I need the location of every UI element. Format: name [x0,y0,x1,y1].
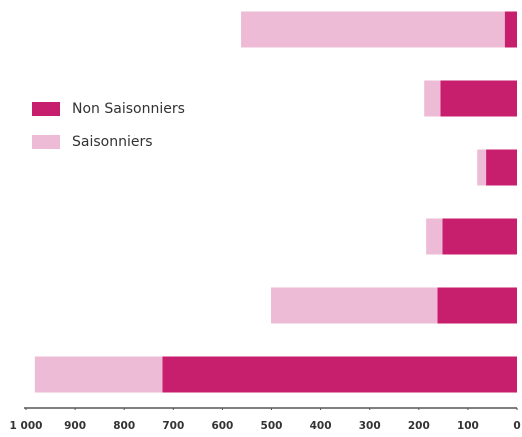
x-tick-label: 800 [113,420,135,432]
bar-segment [504,11,517,48]
bar-segment [271,287,438,324]
bar-segment [477,149,487,186]
x-tick-label: 400 [310,420,332,432]
bar-segment [34,356,163,393]
bar-segment [442,218,517,255]
bar-segment [426,218,443,255]
bar-segment [440,80,517,117]
legend-swatch [32,135,60,149]
bar-segment [424,80,441,117]
legend-swatch [32,102,60,116]
bar-segment [241,11,505,48]
x-tick-label: 200 [408,420,430,432]
bar-segment [437,287,517,324]
x-tick-label: 700 [162,420,184,432]
legend-label: Saisonniers [72,134,153,150]
x-tick-label: 1 000 [10,420,43,432]
x-tick-label: 600 [211,420,233,432]
x-tick-label: 500 [261,420,283,432]
x-tick-label: 300 [359,420,381,432]
x-tick-label: 900 [64,420,86,432]
bar-segment [486,149,517,186]
x-tick-label: 100 [457,420,479,432]
x-tick-label: 0 [513,420,520,432]
legend-label: Non Saisonniers [72,101,185,117]
bar-segment [162,356,518,393]
